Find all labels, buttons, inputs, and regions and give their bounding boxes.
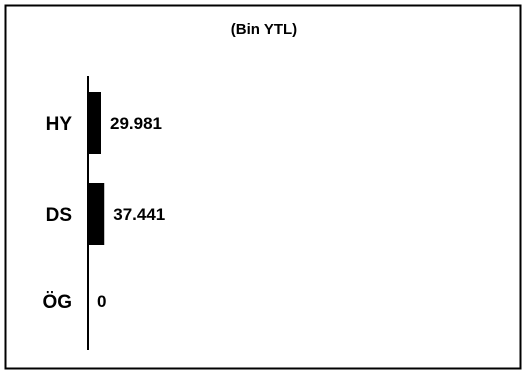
value-label-0: 29.981 (110, 114, 162, 133)
chart-frame (4, 4, 522, 370)
category-label-1: DS (46, 205, 72, 226)
bars-group: HY 29.981 DS 37.441 ÖG 0 (42, 92, 165, 313)
unit-label: (Bin YTL) (231, 21, 297, 38)
bar-0 (88, 92, 101, 154)
value-label-2: 0 (97, 292, 106, 311)
bar-1 (88, 183, 105, 245)
category-label-0: HY (46, 114, 73, 135)
category-label-2: ÖG (42, 292, 72, 313)
value-label-1: 37.441 (113, 205, 165, 224)
